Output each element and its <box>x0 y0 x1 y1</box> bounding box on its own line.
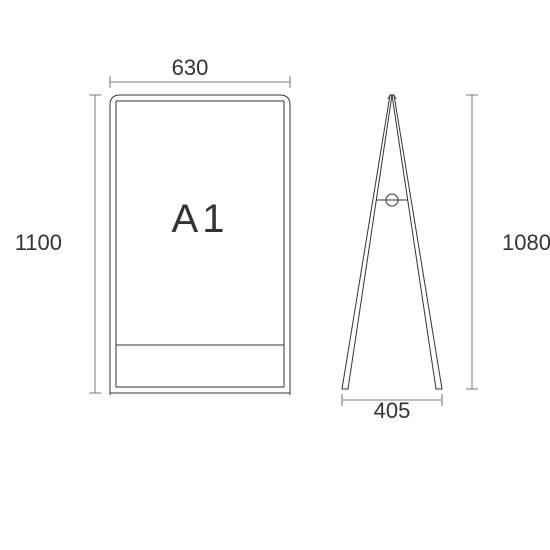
side-front-leg <box>342 95 392 389</box>
dim-right-value: 1080 <box>502 230 550 255</box>
dim-top-value: 630 <box>172 55 209 80</box>
dim-left-value: 1100 <box>15 230 62 255</box>
front-outer-frame <box>110 95 290 393</box>
side-rear-leg <box>392 95 442 389</box>
dim-bottom-value: 405 <box>374 398 411 423</box>
front-inner-frame <box>116 101 284 387</box>
front-size-label: A1 <box>172 197 229 241</box>
